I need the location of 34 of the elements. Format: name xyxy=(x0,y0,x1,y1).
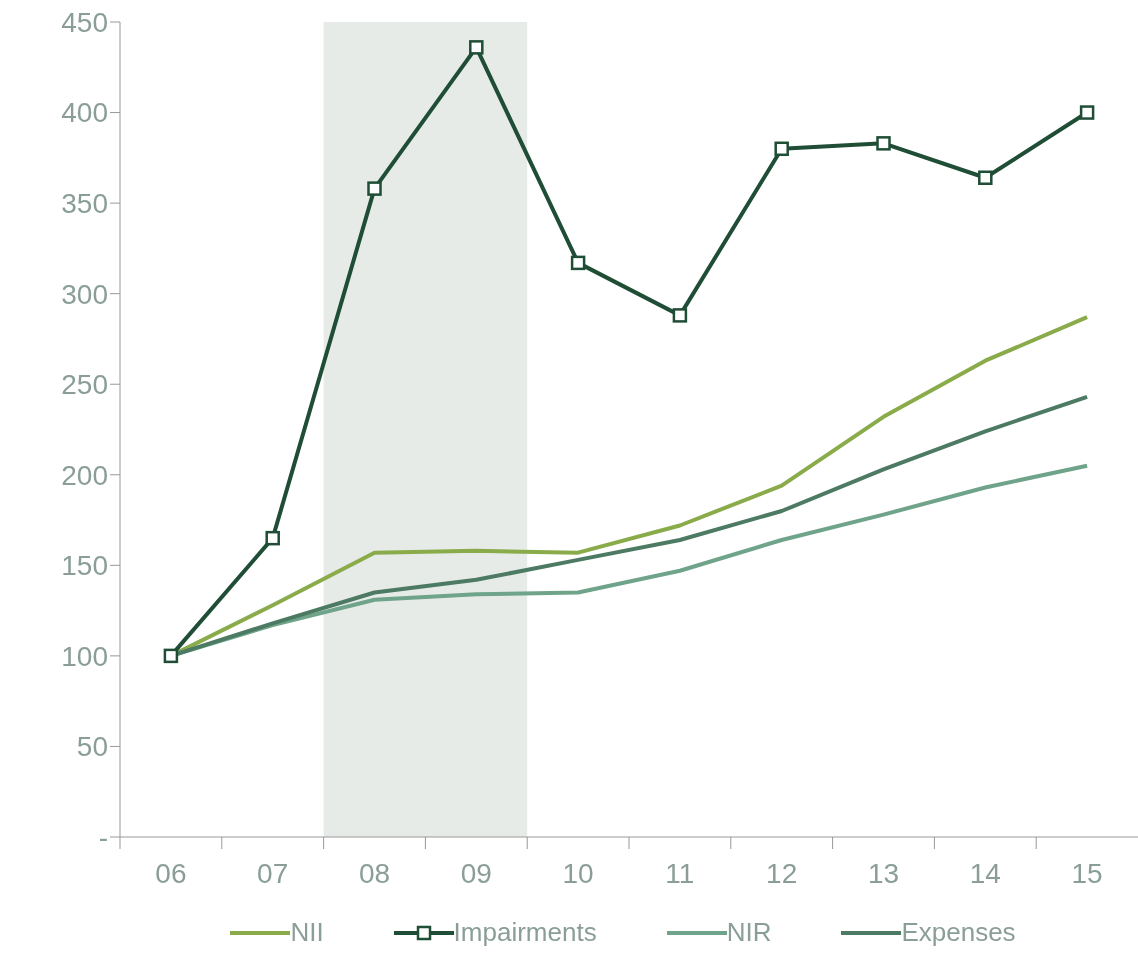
y-tick-label: 150 xyxy=(61,550,108,582)
x-tick-label: 15 xyxy=(1071,858,1103,889)
y-tick-label: 100 xyxy=(61,640,108,672)
point xyxy=(672,308,688,323)
point xyxy=(469,40,484,55)
y-tick-label: 350 xyxy=(61,188,108,220)
point xyxy=(876,136,891,151)
legend-label: NIR xyxy=(726,917,772,948)
x-tick-label: 08 xyxy=(358,858,391,889)
point xyxy=(163,648,179,664)
legend-label: NII xyxy=(290,917,324,948)
x-tick-label: 13 xyxy=(867,858,900,889)
x-tick-label: 09 xyxy=(460,858,492,889)
x-tick-label: 12 xyxy=(766,858,798,889)
point xyxy=(265,530,280,546)
legend-label: Expenses xyxy=(901,917,1016,948)
point xyxy=(978,170,993,186)
point xyxy=(367,181,382,196)
x-tick-label: 10 xyxy=(562,858,594,889)
x-tick-label: 07 xyxy=(257,858,289,889)
x-tick-label: 11 xyxy=(665,858,695,889)
point xyxy=(570,255,586,271)
y-tick-label: 200 xyxy=(61,459,108,491)
y-tick-label: 50 xyxy=(76,731,108,763)
x-tick-label: 06 xyxy=(155,858,187,889)
y-tick-label: 450 xyxy=(61,6,108,38)
y-tick-label: - xyxy=(98,821,108,853)
y-tick-label: 400 xyxy=(61,97,108,129)
x-tick-label: 14 xyxy=(969,858,1001,889)
y-tick-label: 300 xyxy=(61,278,108,310)
y-tick-label: 250 xyxy=(61,369,108,401)
point xyxy=(1079,105,1095,120)
point xyxy=(774,141,789,157)
legend-label: Impairments xyxy=(453,917,597,948)
